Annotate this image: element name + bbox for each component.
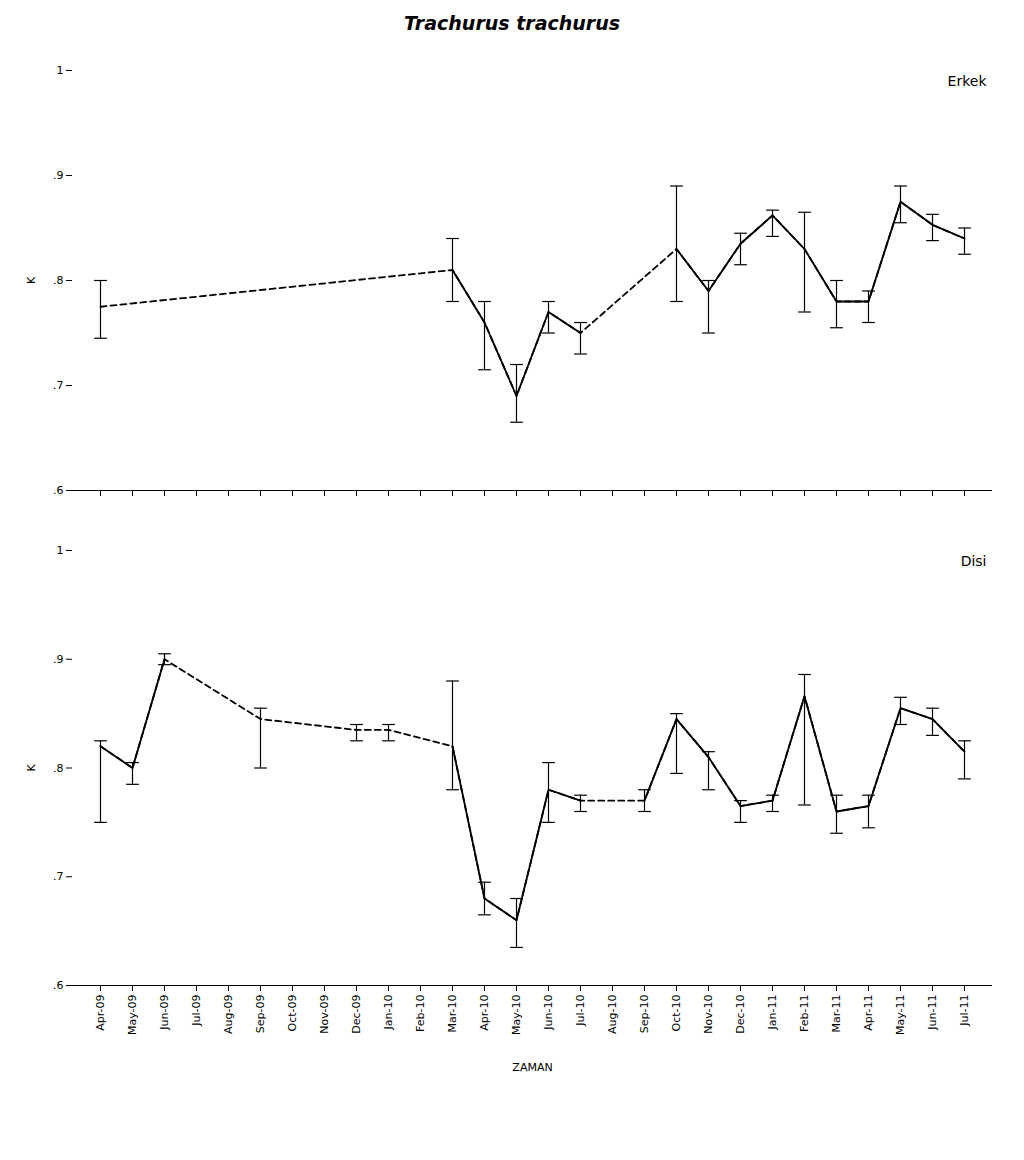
svg-text:.8: .8 <box>53 762 64 775</box>
svg-text:Mar-11: Mar-11 <box>830 995 843 1033</box>
svg-text:.7: .7 <box>53 379 64 392</box>
svg-text:Nov-10: Nov-10 <box>702 995 715 1034</box>
svg-text:Jul-09: Jul-09 <box>190 995 203 1027</box>
html-text:Trachurus trachurus: Trachurus trachurus <box>404 12 620 34</box>
svg-text:Disi: Disi <box>961 553 987 569</box>
svg-text:Apr-10: Apr-10 <box>478 995 491 1031</box>
svg-text:Jun-09: Jun-09 <box>158 995 171 1031</box>
svg-text:Nov-09: Nov-09 <box>318 995 331 1034</box>
svg-text:.6: .6 <box>53 484 64 497</box>
svg-text:Sep-10: Sep-10 <box>638 995 651 1034</box>
svg-text:Aug-09: Aug-09 <box>222 995 235 1034</box>
svg-text:ZAMAN: ZAMAN <box>512 1061 552 1074</box>
svg-text:Apr-11: Apr-11 <box>862 995 875 1031</box>
svg-text:Feb-11: Feb-11 <box>798 995 811 1032</box>
svg-text:K: K <box>25 764 38 772</box>
svg-text:May-11: May-11 <box>894 995 907 1036</box>
svg-text:Sep-09: Sep-09 <box>254 995 267 1034</box>
svg-text:Jun-11: Jun-11 <box>926 995 939 1031</box>
svg-text:Jan-10: Jan-10 <box>382 995 395 1031</box>
svg-text:Dec-09: Dec-09 <box>350 995 363 1034</box>
svg-text:Jun-10: Jun-10 <box>542 995 555 1031</box>
svg-text:K: K <box>25 276 38 284</box>
svg-text:May-09: May-09 <box>126 995 139 1036</box>
svg-text:May-10: May-10 <box>510 995 523 1036</box>
svg-text:Apr-09: Apr-09 <box>94 995 107 1031</box>
svg-text:.8: .8 <box>53 274 64 287</box>
svg-text:.9: .9 <box>53 169 64 182</box>
svg-text:Jul-10: Jul-10 <box>574 995 587 1027</box>
svg-text:Jul-11: Jul-11 <box>958 995 971 1027</box>
svg-text:Oct-09: Oct-09 <box>286 995 299 1032</box>
svg-text:Oct-10: Oct-10 <box>670 995 683 1032</box>
svg-text:.6: .6 <box>53 979 64 992</box>
svg-text:Erkek: Erkek <box>948 73 988 89</box>
svg-text:1: 1 <box>57 64 64 77</box>
svg-text:.7: .7 <box>53 870 64 883</box>
svg-text:Aug-10: Aug-10 <box>606 995 619 1034</box>
svg-text:1: 1 <box>57 544 64 557</box>
svg-text:Jan-11: Jan-11 <box>766 995 779 1031</box>
svg-text:Mar-10: Mar-10 <box>446 995 459 1033</box>
svg-text:.9: .9 <box>53 653 64 666</box>
svg-text:Feb-10: Feb-10 <box>414 995 427 1032</box>
svg-text:Dec-10: Dec-10 <box>734 995 747 1034</box>
